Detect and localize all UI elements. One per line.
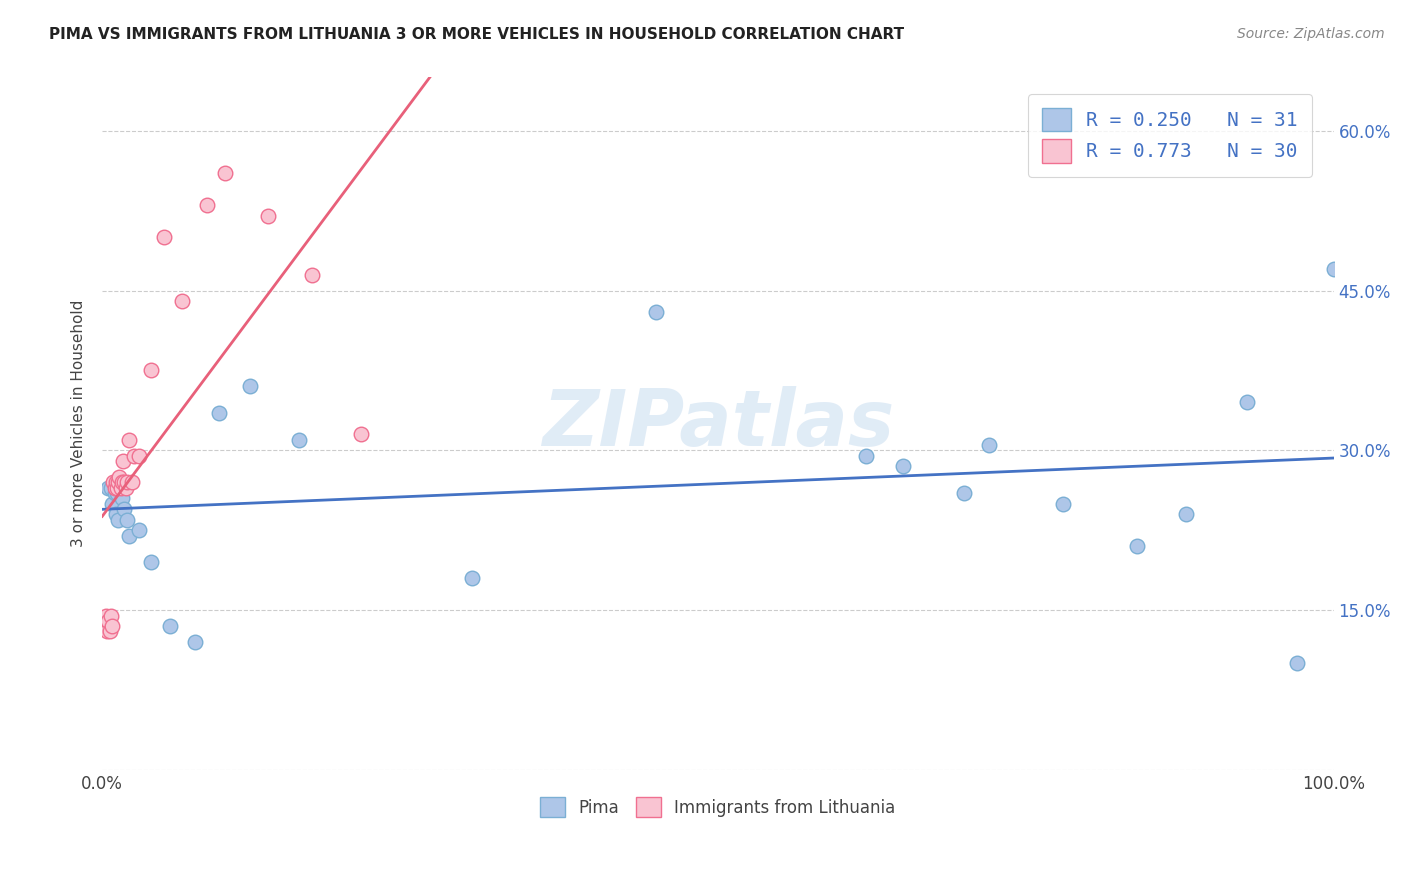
Point bbox=[103, 486, 125, 500]
Point bbox=[108, 470, 131, 484]
Point bbox=[111, 475, 134, 490]
Point bbox=[110, 481, 132, 495]
Point bbox=[141, 363, 163, 377]
Point bbox=[1323, 262, 1346, 277]
Point bbox=[159, 619, 181, 633]
Point bbox=[977, 438, 1000, 452]
Point bbox=[195, 198, 218, 212]
Point bbox=[891, 459, 914, 474]
Point bbox=[152, 230, 174, 244]
Legend: Pima, Immigrants from Lithuania: Pima, Immigrants from Lithuania bbox=[534, 790, 903, 824]
Point bbox=[112, 454, 135, 468]
Point bbox=[103, 481, 125, 495]
Point bbox=[1052, 497, 1074, 511]
Point bbox=[141, 555, 163, 569]
Point bbox=[953, 486, 976, 500]
Point bbox=[460, 571, 482, 585]
Point bbox=[100, 481, 122, 495]
Point bbox=[97, 614, 120, 628]
Point bbox=[112, 475, 135, 490]
Point bbox=[105, 481, 128, 495]
Point bbox=[112, 502, 135, 516]
Point bbox=[208, 406, 231, 420]
Point bbox=[103, 475, 125, 490]
Point bbox=[122, 449, 145, 463]
Text: Source: ZipAtlas.com: Source: ZipAtlas.com bbox=[1237, 27, 1385, 41]
Point bbox=[111, 491, 134, 506]
Point bbox=[239, 379, 262, 393]
Point bbox=[107, 513, 129, 527]
Point bbox=[114, 481, 136, 495]
Point bbox=[1236, 395, 1258, 409]
Point bbox=[645, 305, 668, 319]
Point bbox=[288, 433, 311, 447]
Point bbox=[350, 427, 373, 442]
Point bbox=[101, 497, 124, 511]
Point bbox=[118, 528, 141, 542]
Point bbox=[97, 481, 120, 495]
Point bbox=[214, 166, 236, 180]
Point bbox=[172, 294, 194, 309]
Point bbox=[301, 268, 323, 282]
Point bbox=[1125, 539, 1147, 553]
Point bbox=[121, 475, 143, 490]
Point bbox=[100, 608, 122, 623]
Point bbox=[104, 475, 127, 490]
Point bbox=[110, 481, 132, 495]
Point bbox=[105, 486, 128, 500]
Point bbox=[1174, 508, 1197, 522]
Point bbox=[94, 608, 117, 623]
Text: ZIPatlas: ZIPatlas bbox=[541, 385, 894, 462]
Point bbox=[115, 475, 138, 490]
Point bbox=[128, 449, 150, 463]
Point bbox=[98, 624, 121, 639]
Point bbox=[257, 209, 280, 223]
Y-axis label: 3 or more Vehicles in Household: 3 or more Vehicles in Household bbox=[72, 300, 86, 548]
Point bbox=[107, 475, 129, 490]
Point bbox=[855, 449, 877, 463]
Point bbox=[96, 624, 118, 639]
Point bbox=[1285, 657, 1308, 671]
Text: PIMA VS IMMIGRANTS FROM LITHUANIA 3 OR MORE VEHICLES IN HOUSEHOLD CORRELATION CH: PIMA VS IMMIGRANTS FROM LITHUANIA 3 OR M… bbox=[49, 27, 904, 42]
Point bbox=[183, 635, 205, 649]
Point bbox=[128, 523, 150, 537]
Point bbox=[104, 508, 127, 522]
Point bbox=[118, 433, 141, 447]
Point bbox=[115, 513, 138, 527]
Point bbox=[101, 619, 124, 633]
